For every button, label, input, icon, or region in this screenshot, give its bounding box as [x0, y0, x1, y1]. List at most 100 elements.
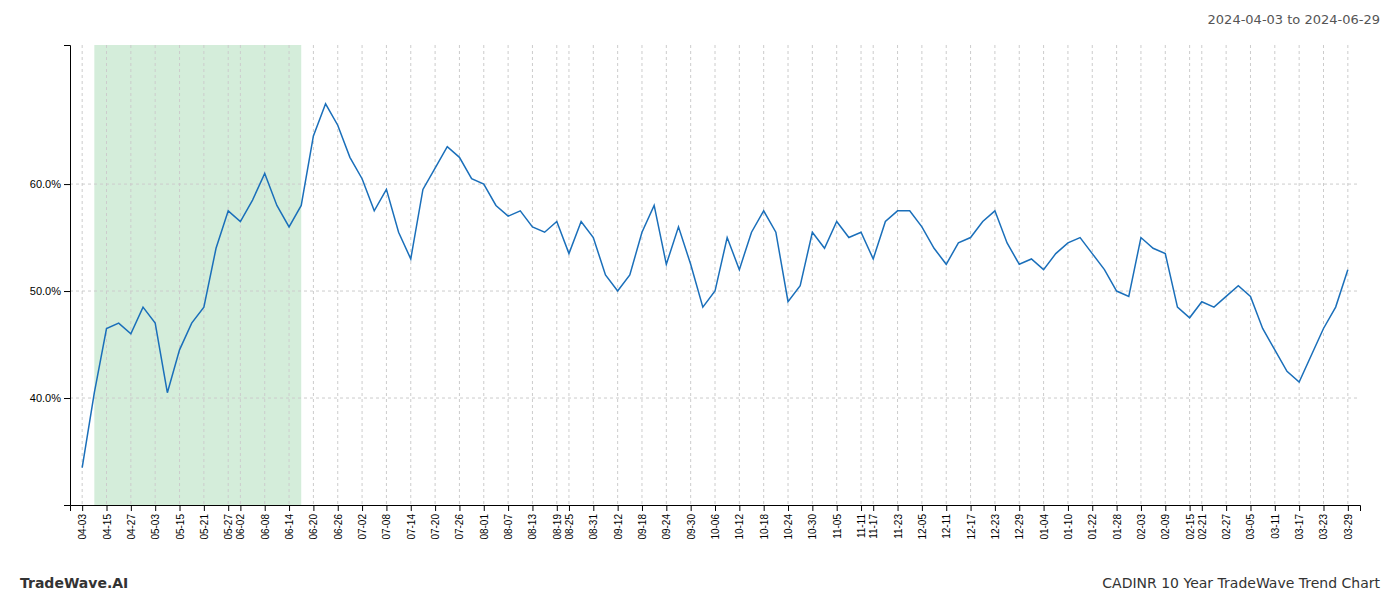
x-tick-label: 04-03: [77, 514, 88, 540]
x-tick-mark: [228, 505, 229, 511]
x-tick-label: 01-22: [1087, 514, 1098, 540]
grid-line-x: [946, 45, 947, 505]
x-tick-label: 02-09: [1160, 514, 1171, 540]
grid-line-x: [130, 45, 131, 505]
x-tick-label: 09-30: [686, 514, 697, 540]
shaded-region: [94, 45, 301, 505]
x-tick: 09-30: [686, 505, 697, 540]
grid-line-x: [228, 45, 229, 505]
x-tick-mark: [898, 505, 899, 511]
x-tick-mark: [82, 505, 83, 511]
y-axis: 40.0%50.0%60.0%: [30, 46, 71, 506]
grid-line-x: [763, 45, 764, 505]
x-tick-mark: [618, 505, 619, 511]
x-tick: 10-30: [807, 505, 818, 540]
x-tick-mark: [204, 505, 205, 511]
x-tick-label: 12-29: [1014, 514, 1025, 540]
x-tick-label: 07-08: [381, 514, 392, 540]
y-tick-mark: [64, 291, 70, 292]
x-tick-label: 08-13: [527, 514, 538, 540]
x-tick-mark: [386, 505, 387, 511]
grid-line-x: [435, 45, 436, 505]
x-tick-label: 07-02: [357, 514, 368, 540]
x-tick-mark: [642, 505, 643, 511]
x-tick-mark: [313, 505, 314, 511]
x-tick: 08-13: [527, 505, 538, 540]
grid-line-y: [70, 398, 1360, 399]
x-tick-mark: [666, 505, 667, 511]
y-tick: 40.0%: [30, 392, 70, 404]
x-tick-mark: [837, 505, 838, 511]
grid-line-x: [1116, 45, 1117, 505]
x-tick-label: 05-21: [199, 514, 210, 540]
x-tick-mark: [155, 505, 156, 511]
x-tick-mark: [691, 505, 692, 511]
x-tick: 08-31: [588, 505, 599, 540]
x-tick-mark: [265, 505, 266, 511]
x-tick-label: 09-12: [613, 514, 624, 540]
grid-line-x: [568, 45, 569, 505]
x-axis: 04-0304-1504-2705-0305-1505-2105-2706-02…: [71, 505, 1361, 540]
x-tick: 07-08: [381, 505, 392, 540]
x-tick-mark: [788, 505, 789, 511]
x-tick: 07-20: [430, 505, 441, 540]
x-tick: 07-14: [406, 505, 417, 540]
x-tick-label: 03-11: [1270, 514, 1281, 539]
grid-line-x: [313, 45, 314, 505]
grid: [70, 45, 1360, 505]
x-tick: 10-06: [710, 505, 721, 540]
x-tick: 06-26: [333, 505, 344, 540]
x-tick-label: 01-28: [1112, 514, 1123, 540]
x-tick: 03-17: [1294, 505, 1305, 540]
x-tick-label: 03-05: [1245, 514, 1256, 540]
x-tick-mark: [362, 505, 363, 511]
x-tick: 11-17: [868, 505, 879, 539]
x-tick-mark: [1299, 505, 1300, 511]
shade-layer: [94, 45, 301, 505]
x-tick: 03-23: [1318, 505, 1329, 540]
x-tick-label: 08-31: [588, 514, 599, 540]
x-tick-mark: [411, 505, 412, 511]
x-tick-mark: [1117, 505, 1118, 511]
grid-line-x: [836, 45, 837, 505]
x-tick-mark: [1141, 505, 1142, 511]
x-tick: 12-23: [990, 505, 1001, 540]
x-tick: 04-15: [102, 505, 113, 540]
x-tick-mark: [739, 505, 740, 511]
grid-line-x: [362, 45, 363, 505]
grid-line-x: [1140, 45, 1141, 505]
x-tick-label: 03-17: [1294, 514, 1305, 540]
grid-line-x: [690, 45, 691, 505]
x-tick-label: 11-17: [868, 514, 879, 539]
x-tick: 12-29: [1014, 505, 1025, 540]
x-tick: 01-04: [1039, 505, 1050, 540]
x-tick-label: 02-21: [1197, 514, 1208, 540]
chart: 04-0304-1504-2705-0305-1505-2105-2706-02…: [0, 0, 1400, 600]
grid-line-x: [970, 45, 971, 505]
x-tick-label: 08-25: [564, 514, 575, 540]
x-tick: 08-25: [564, 505, 575, 540]
x-tick-mark: [1275, 505, 1276, 511]
x-tick-label: 11-11: [856, 514, 867, 539]
x-tick-mark: [484, 505, 485, 511]
x-tick: 08-07: [503, 505, 514, 540]
grid-line-x: [739, 45, 740, 505]
grid-line-x: [508, 45, 509, 505]
x-tick-mark: [557, 505, 558, 511]
x-tick-label: 06-14: [284, 514, 295, 540]
x-tick: 01-22: [1087, 505, 1098, 540]
x-tick-mark: [971, 505, 972, 511]
x-tick: 11-05: [832, 505, 843, 539]
x-tick-label: 06-08: [260, 514, 271, 540]
grid-line-x: [897, 45, 898, 505]
x-tick-mark: [1348, 505, 1349, 511]
x-tick: 04-27: [126, 505, 137, 540]
x-tick: 02-03: [1136, 505, 1147, 540]
x-tick-label: 08-07: [503, 514, 514, 540]
grid-line-x: [1189, 45, 1190, 505]
x-tick-label: 09-24: [661, 514, 672, 540]
x-tick-mark: [873, 505, 874, 511]
x-tick-label: 12-05: [917, 514, 928, 540]
x-tick-label: 10-24: [783, 514, 794, 540]
x-tick-label: 12-23: [990, 514, 1001, 540]
